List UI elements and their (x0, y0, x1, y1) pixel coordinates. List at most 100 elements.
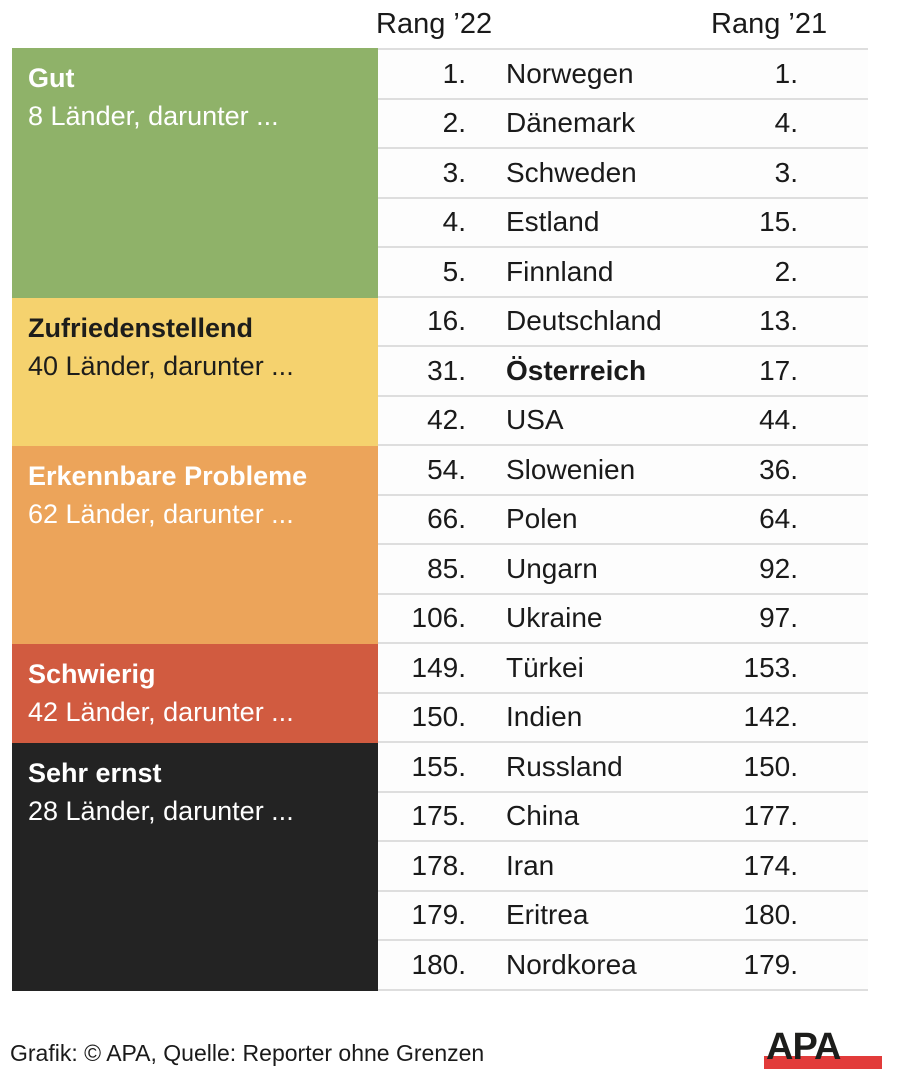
country-name: Nordkorea (506, 948, 637, 980)
country-name: Norwegen (506, 57, 634, 89)
country-name: Türkei (506, 651, 584, 683)
category-title: Zufriedenstellend (28, 312, 254, 343)
category-subtitle: 42 Länder, darunter ... (28, 697, 294, 727)
rank-2021: 174. (743, 849, 799, 881)
category-column: Gut 8 Länder, darunter ... Zufriedenstel… (12, 48, 378, 991)
apa-logo-red-bar (764, 1056, 882, 1069)
country-name: Finnland (506, 255, 614, 287)
country-name: Eritrea (506, 899, 589, 931)
rank-2021: 142. (743, 701, 799, 733)
table-row: 3. Schweden 3. (378, 149, 868, 199)
rank-2021: 177. (743, 800, 799, 832)
rank-2021: 17. (759, 354, 798, 386)
rank-2021: 4. (774, 107, 798, 139)
rank-2022: 85. (427, 552, 466, 584)
category-block-schwierig: Schwierig 42 Länder, darunter ... (12, 644, 378, 743)
country-name: Ungarn (506, 552, 598, 584)
rank-2021: 180. (743, 899, 799, 931)
country-name: Iran (506, 849, 555, 881)
table-row: 66. Polen 64. (378, 495, 868, 545)
table-row: 42. USA 44. (378, 396, 868, 446)
rank-2021: 13. (759, 305, 798, 337)
table-row: 155. Russland 150. (378, 743, 868, 793)
rank-2021: 64. (759, 503, 798, 535)
ranking-table: 1. Norwegen 1. 2. Dänemark 4. 3. Schwede… (378, 48, 868, 991)
table-row: 175. China 177. (378, 792, 868, 842)
rank-2022: 3. (442, 156, 466, 188)
rank-2022: 54. (427, 453, 466, 485)
rank-2022: 5. (442, 255, 466, 287)
category-subtitle: 62 Länder, darunter ... (28, 499, 294, 529)
country-name: USA (506, 404, 564, 436)
table-row: 178. Iran 174. (378, 842, 868, 892)
rank-2021: 1. (774, 57, 798, 89)
rank-2022: 2. (442, 107, 466, 139)
country-name: Österreich (506, 354, 647, 386)
category-block-erkennbare-probleme: Erkennbare Probleme 62 Länder, darunter … (12, 446, 378, 644)
rank-2021: 2. (774, 255, 798, 287)
rank-2022: 179. (411, 899, 467, 931)
table-row: 150. Indien 142. (378, 693, 868, 743)
category-block-sehr-ernst: Sehr ernst 28 Länder, darunter ... (12, 743, 378, 991)
rank-2022: 1. (442, 57, 466, 89)
category-subtitle: 28 Länder, darunter ... (28, 796, 294, 826)
category-title: Erkennbare Probleme (28, 461, 308, 491)
table-row: 180. Nordkorea 179. (378, 941, 868, 991)
table-row-oesterreich: 31. Österreich 17. (378, 347, 868, 397)
rank-2022: 175. (411, 800, 467, 832)
table-row: 149. Türkei 153. (378, 644, 868, 694)
rank-2021: 97. (759, 602, 798, 634)
rank-2022: 16. (427, 305, 466, 337)
country-name: Russland (506, 750, 623, 782)
category-subtitle: 8 Länder, darunter ... (28, 101, 279, 131)
rank-2022: 149. (411, 651, 467, 683)
country-name: Slowenien (506, 453, 636, 485)
country-name: Ukraine (506, 602, 603, 634)
rank-2022: 31. (427, 354, 466, 386)
country-name: Estland (506, 206, 600, 238)
table-row: 16. Deutschland 13. (378, 297, 868, 347)
category-title: Gut (28, 63, 75, 93)
category-block-zufriedenstellend: Zufriedenstellend 40 Länder, darunter ..… (12, 297, 378, 446)
country-name: Polen (506, 503, 578, 535)
column-header-rang-21: Rang ’21 (711, 8, 828, 40)
credit-line: Grafik: © APA, Quelle: Reporter ohne Gre… (10, 1040, 485, 1066)
rank-2021: 150. (743, 750, 799, 782)
apa-logo-text: APA (766, 1026, 841, 1068)
country-name: Indien (506, 701, 583, 733)
table-row: 179. Eritrea 180. (378, 891, 868, 941)
rank-2022: 155. (411, 750, 467, 782)
table-row: 54. Slowenien 36. (378, 446, 868, 496)
country-name: China (506, 800, 580, 832)
table-row: 85. Ungarn 92. (378, 545, 868, 595)
table-row: 2. Dänemark 4. (378, 99, 868, 149)
table-row: 5. Finnland 2. (378, 248, 868, 298)
rank-2021: 92. (759, 552, 798, 584)
apa-logo: APA (764, 1028, 882, 1069)
rank-2022: 178. (411, 849, 467, 881)
table-row: 4. Estland 15. (378, 198, 868, 248)
category-title: Sehr ernst (28, 758, 162, 788)
rank-2021: 3. (774, 156, 798, 188)
table-row: 106. Ukraine 97. (378, 594, 868, 644)
country-name: Deutschland (506, 305, 662, 337)
category-block-gut: Gut 8 Länder, darunter ... (12, 48, 378, 298)
rank-2021: 15. (759, 206, 798, 238)
table-row: 1. Norwegen 1. (378, 50, 868, 100)
rank-2022: 106. (411, 602, 467, 634)
rank-2022: 150. (411, 701, 467, 733)
rank-2022: 66. (427, 503, 466, 535)
category-title: Schwierig (28, 659, 156, 689)
country-name: Dänemark (506, 107, 636, 139)
rank-2022: 180. (411, 948, 467, 980)
rank-2022: 4. (442, 206, 466, 238)
rank-2022: 42. (427, 404, 466, 436)
category-subtitle: 40 Länder, darunter ... (28, 350, 294, 381)
rank-2021: 44. (759, 404, 798, 436)
country-name: Schweden (506, 156, 637, 188)
rank-2021: 36. (759, 453, 798, 485)
column-header-rang-22: Rang ’22 (376, 8, 493, 40)
rank-2021: 153. (743, 651, 799, 683)
rank-2021: 179. (743, 948, 799, 980)
